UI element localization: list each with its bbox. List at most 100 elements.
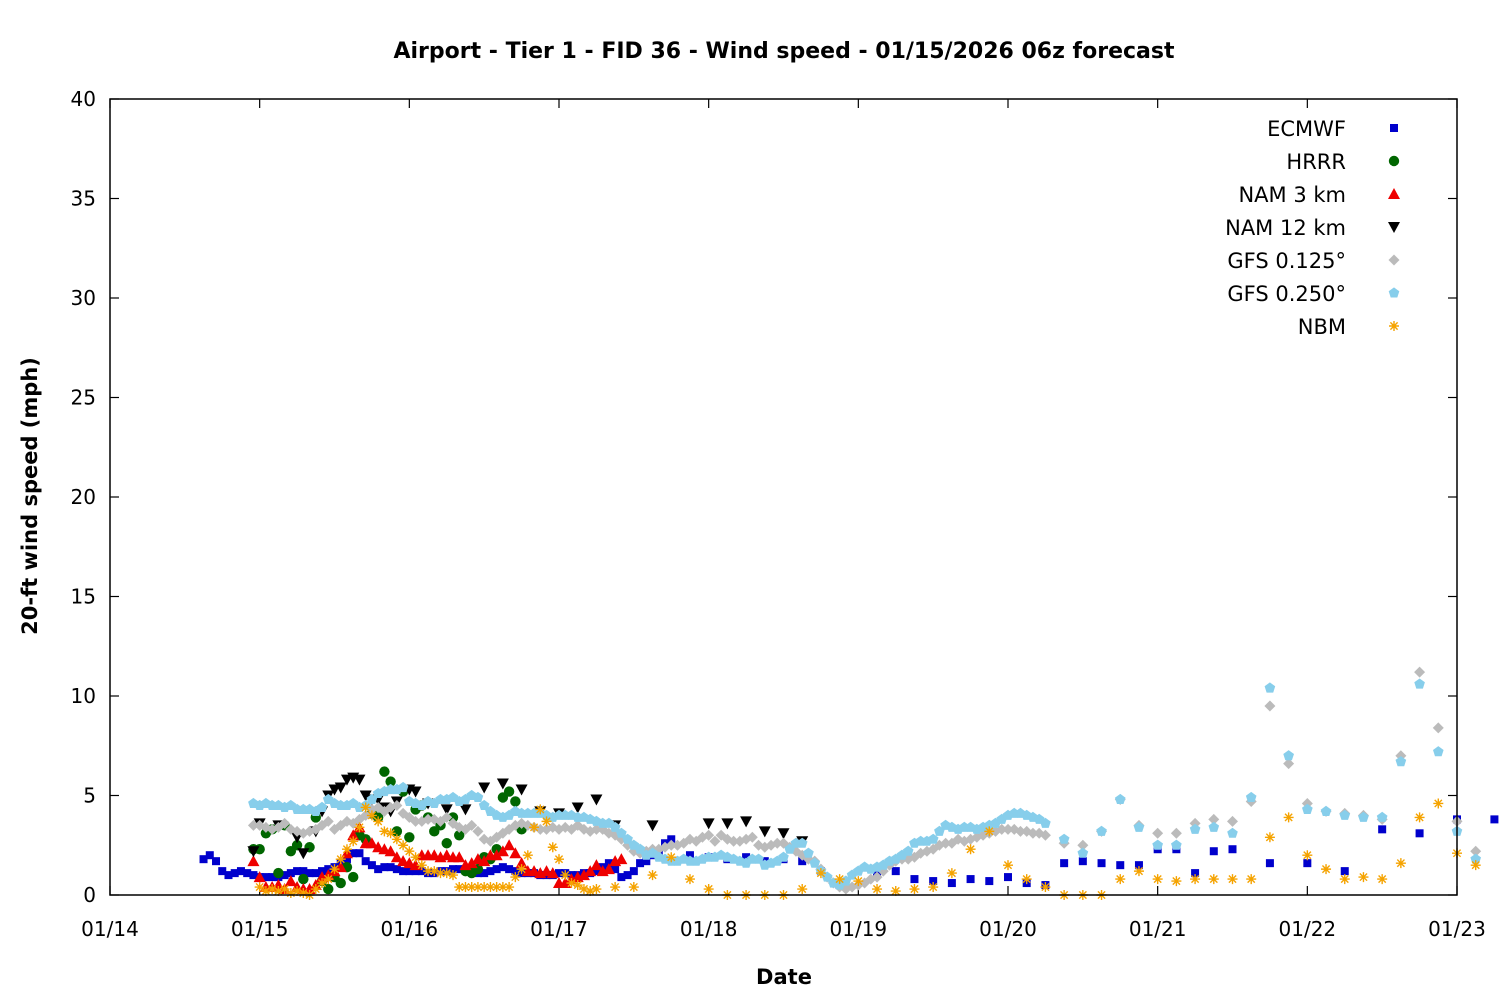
- data-point-gfs-0-125: [410, 815, 422, 827]
- data-point-gfs-0-125: [1432, 722, 1444, 734]
- data-point-gfs-0-125: [1077, 839, 1089, 851]
- data-point-ecmwf: [367, 861, 376, 870]
- data-point-nbm: [566, 878, 577, 889]
- data-point-nbm: [504, 882, 515, 893]
- data-point-gfs-0-125: [1227, 815, 1238, 827]
- data-point-ecmwf: [1060, 859, 1069, 868]
- data-point-ecmwf: [249, 871, 258, 880]
- data-point-nam-3-km: [453, 851, 466, 863]
- data-point-nbm: [647, 870, 658, 881]
- legend-label-nbm: NBM: [1298, 315, 1346, 339]
- data-point-ecmwf: [1378, 825, 1387, 834]
- data-point-hrrr: [291, 840, 303, 851]
- data-point-nam-3-km: [546, 867, 559, 879]
- data-point-nbm: [547, 842, 558, 853]
- data-point-nbm: [360, 802, 371, 813]
- data-point-gfs-0-250: [1283, 750, 1294, 761]
- data-point-gfs-0-250: [1189, 823, 1201, 834]
- data-point-gfs-0-125: [703, 829, 715, 841]
- legend-label-gfs-0-250: GFS 0.250°: [1227, 282, 1346, 306]
- y-tick-label: 25: [71, 386, 96, 410]
- data-point-nbm: [628, 882, 639, 893]
- data-point-gfs-0-125: [534, 823, 546, 835]
- data-point-gfs-0-250: [902, 845, 914, 856]
- data-point-ecmwf: [261, 873, 270, 882]
- data-point-nam-12-km: [297, 848, 310, 860]
- data-point-gfs-0-125: [1264, 700, 1276, 712]
- data-point-ecmwf: [349, 849, 358, 858]
- data-point-nam-3-km: [247, 855, 260, 867]
- x-axis-label: Date: [756, 965, 812, 989]
- data-point-nbm: [273, 886, 284, 897]
- legend: ECMWF HRRR NAM 3 km NAM 12 km GFS 0.125° GFS …: [1225, 117, 1400, 339]
- x-tick-label: 01/21: [1129, 917, 1187, 941]
- data-point-nbm: [853, 876, 864, 887]
- legend-marker-ecmwf: [1390, 124, 1398, 132]
- data-point-ecmwf: [498, 863, 507, 872]
- data-point-ecmwf: [617, 873, 626, 882]
- data-point-gfs-0-250: [1302, 803, 1313, 814]
- data-point-ecmwf: [667, 835, 676, 844]
- data-point-nam-12-km: [702, 818, 715, 830]
- data-point-gfs-0-125: [709, 835, 721, 847]
- x-tick-label: 01/20: [979, 917, 1037, 941]
- data-point-hrrr: [404, 832, 415, 843]
- data-point-nbm: [666, 852, 677, 863]
- data-point-nbm: [329, 864, 340, 875]
- data-point-nam-3-km: [615, 853, 628, 865]
- data-point-nbm: [541, 816, 552, 827]
- data-point-nbm: [522, 850, 533, 861]
- data-point-nbm: [260, 886, 271, 897]
- data-point-nbm: [1433, 798, 1444, 809]
- data-point-nbm: [1133, 866, 1144, 877]
- data-point-nbm: [267, 884, 278, 895]
- y-tick-label: 0: [83, 883, 96, 907]
- data-point-ecmwf: [985, 877, 994, 886]
- data-point-ecmwf: [492, 865, 501, 874]
- data-point-gfs-0-125: [279, 817, 291, 829]
- data-point-ecmwf: [1340, 867, 1349, 876]
- data-point-nam-12-km: [496, 778, 509, 790]
- data-point-gfs-0-250: [609, 821, 621, 832]
- data-point-ecmwf: [380, 863, 389, 872]
- data-point-ecmwf: [1116, 861, 1125, 870]
- data-point-nbm: [1246, 874, 1257, 885]
- data-point-nam-12-km: [409, 786, 422, 798]
- data-point-nbm: [254, 882, 265, 893]
- data-point-nbm: [1302, 850, 1313, 861]
- data-point-ecmwf: [623, 871, 632, 880]
- data-point-nam-3-km: [284, 875, 297, 887]
- data-point-ecmwf: [1303, 859, 1312, 868]
- data-point-nbm: [890, 886, 901, 897]
- y-tick-label: 30: [71, 286, 96, 310]
- data-point-nbm: [610, 882, 621, 893]
- data-point-nbm: [435, 868, 446, 879]
- data-point-nbm: [298, 888, 309, 899]
- data-point-gfs-0-125: [1027, 827, 1039, 839]
- data-point-ecmwf: [1078, 857, 1087, 866]
- data-point-ecmwf: [891, 867, 900, 876]
- data-point-ecmwf: [199, 855, 208, 864]
- data-point-nbm: [292, 886, 303, 897]
- legend-label-gfs-0-125: GFS 0.125°: [1227, 249, 1346, 273]
- data-point-ecmwf: [1490, 815, 1499, 824]
- data-point-nbm: [1040, 882, 1051, 893]
- data-point-nbm: [460, 882, 471, 893]
- data-point-nbm: [1470, 860, 1481, 871]
- data-point-nam-3-km: [496, 845, 509, 857]
- data-point-nam-3-km: [590, 859, 603, 871]
- plot-area-frame: [109, 98, 1458, 896]
- data-point-gfs-0-250: [1227, 827, 1238, 838]
- data-point-ecmwf: [910, 875, 919, 884]
- data-point-gfs-0-250: [1264, 682, 1276, 693]
- data-point-gfs-0-125: [1283, 758, 1295, 770]
- legend-marker-nam-3-km: [1388, 188, 1400, 199]
- data-point-ecmwf: [268, 873, 277, 882]
- data-point-nbm: [1264, 832, 1275, 843]
- data-point-nbm: [285, 888, 296, 899]
- legend-label-nam-12-km: NAM 12 km: [1225, 216, 1346, 240]
- data-point-nam-3-km: [253, 871, 266, 883]
- data-point-nam-12-km: [590, 794, 603, 806]
- data-point-gfs-0-250: [472, 791, 484, 802]
